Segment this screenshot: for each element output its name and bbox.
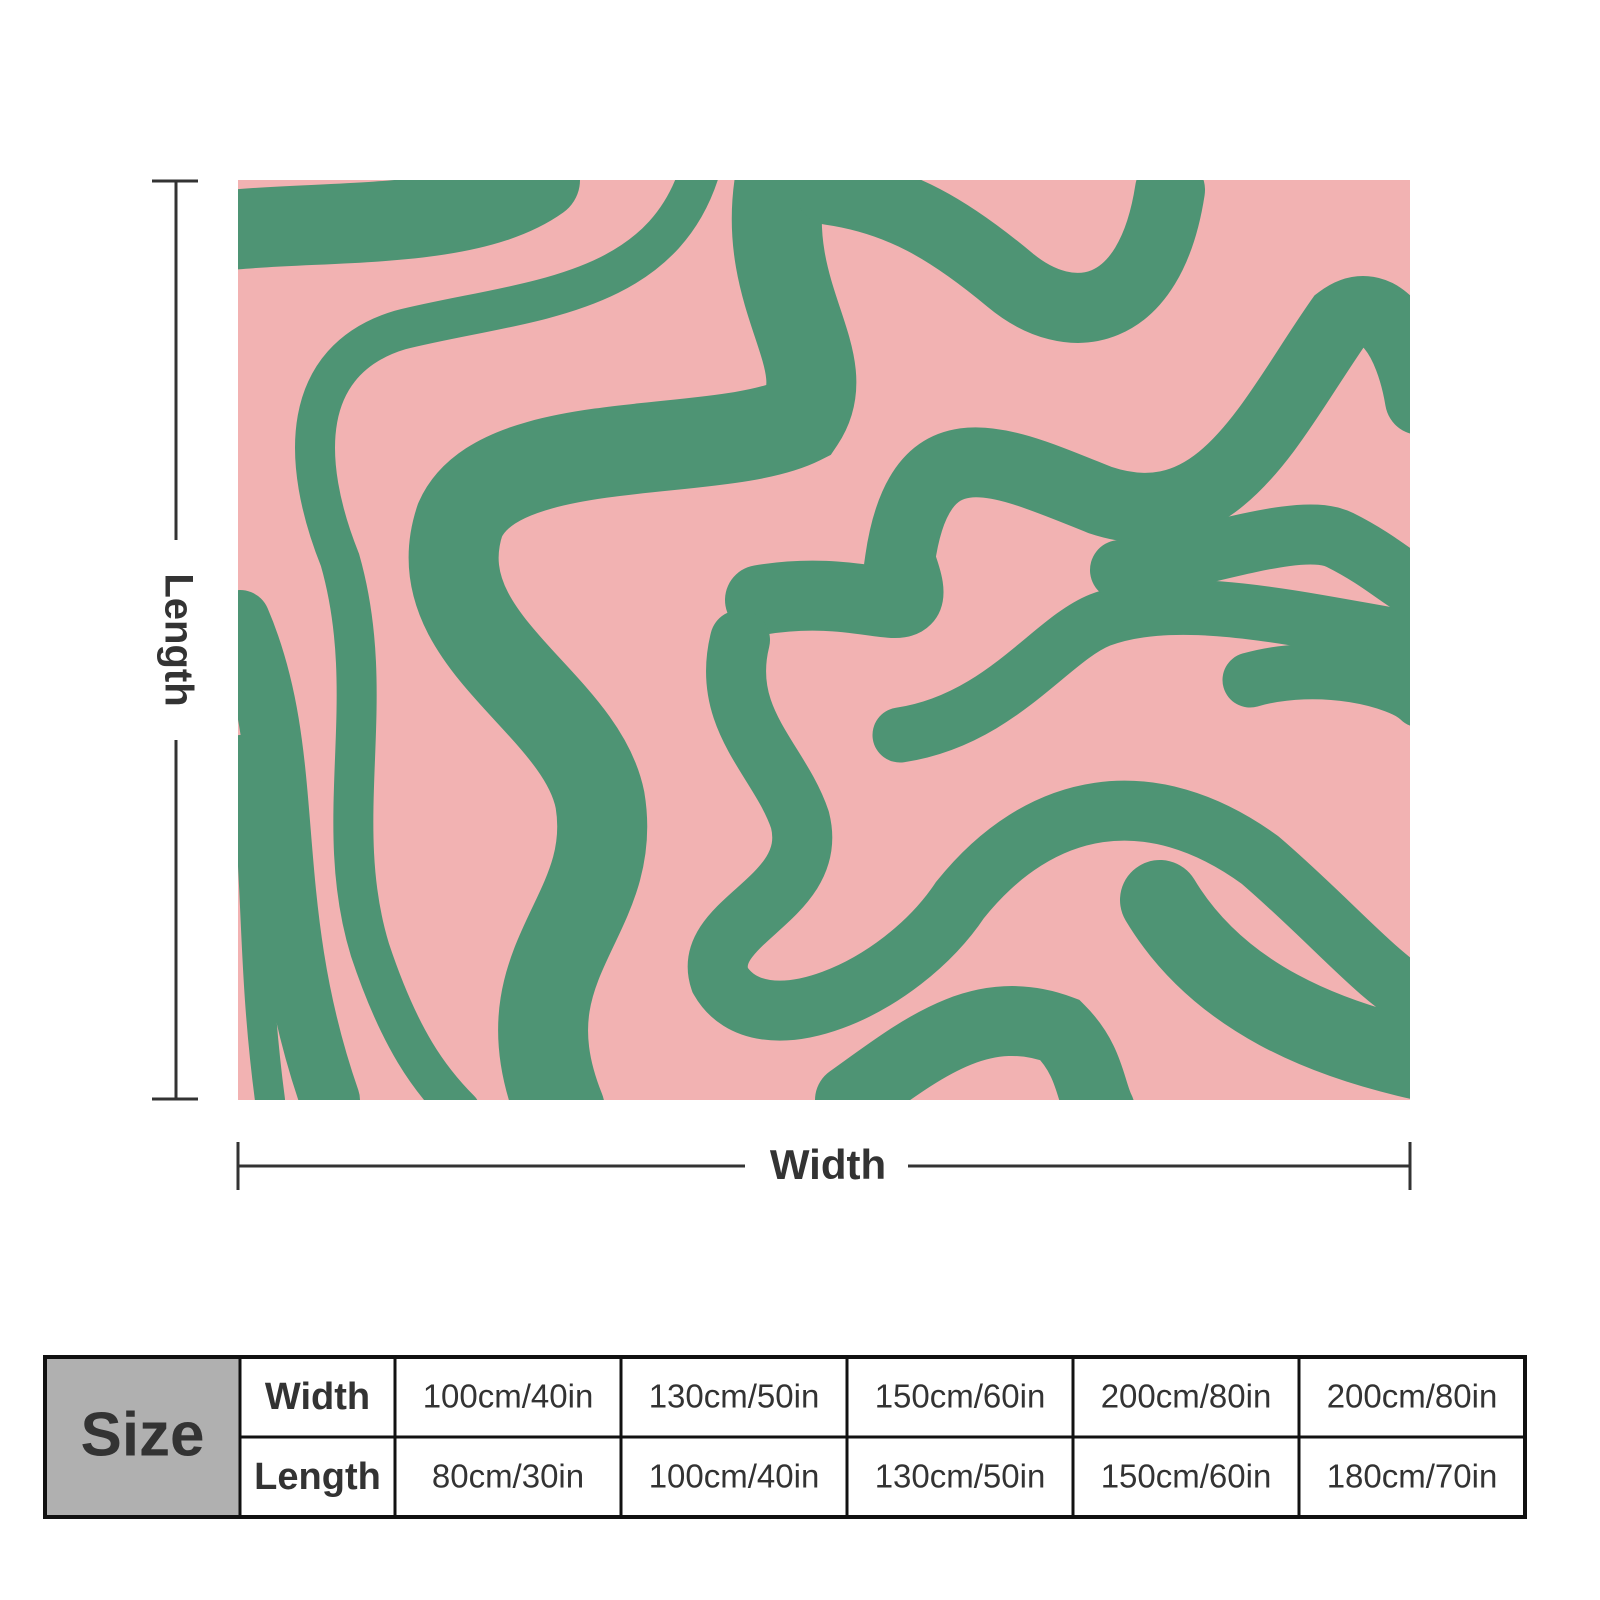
size-cell: 130cm/50in [875,1458,1046,1495]
row-label: Length [254,1456,381,1498]
size-cell: 100cm/40in [423,1378,594,1415]
row-label: Width [265,1376,370,1418]
length-dimension [152,179,198,1101]
table-outline [43,1355,1527,1519]
size-cell: 150cm/60in [875,1378,1046,1415]
size-cell: 130cm/50in [649,1378,820,1415]
header-text: Size [80,1400,204,1469]
size-cell: 150cm/60in [1101,1458,1272,1495]
length-label: Length [156,573,200,706]
size-cell: 200cm/80in [1327,1378,1498,1415]
size-cell: 180cm/70in [1327,1458,1498,1495]
size-cell: 100cm/40in [649,1458,820,1495]
size-cell: 200cm/80in [1101,1378,1272,1415]
size-table: Size Width 100cm/40in 130cm/50in 150cm/60in 2… [43,1355,1527,1519]
width-label: Width [770,1141,886,1188]
width-dimension [236,1142,1412,1190]
header-cell [45,1357,240,1517]
blanket [238,180,1410,1100]
size-cell: 80cm/30in [432,1458,584,1495]
